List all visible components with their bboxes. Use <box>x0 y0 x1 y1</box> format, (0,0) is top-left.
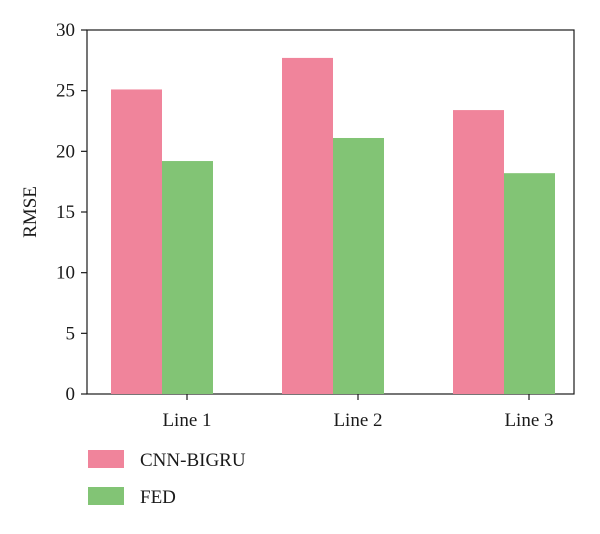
x-tick-label: Line 1 <box>162 410 211 431</box>
bar-fed-line-3 <box>504 173 555 394</box>
bar-fed-line-2 <box>333 137 384 394</box>
y-tick-label: 30 <box>56 20 75 41</box>
y-tick-label: 25 <box>56 81 75 102</box>
y-tick-label: 5 <box>66 323 76 344</box>
y-tick-label: 15 <box>56 202 75 223</box>
bar-cnn-bigru-line-1 <box>111 89 162 394</box>
legend-swatch <box>88 450 124 468</box>
legend-label: CNN-BIGRU <box>140 450 246 471</box>
x-tick-label: Line 2 <box>333 410 382 431</box>
legend-swatch <box>88 487 124 505</box>
bar-cnn-bigru-line-2 <box>282 57 333 394</box>
x-tick-label: Line 3 <box>504 410 553 431</box>
y-tick-label: 20 <box>56 141 75 162</box>
bar-cnn-bigru-line-3 <box>453 110 504 394</box>
legend: CNN-BIGRU FED <box>88 450 246 508</box>
x-axis-ticks: Line 1 Line 2 Line 3 <box>162 394 554 431</box>
y-tick-label: 0 <box>66 384 76 405</box>
y-axis-ticks: 0 5 10 15 20 25 30 <box>56 20 87 405</box>
legend-label: FED <box>140 487 176 508</box>
y-axis-label: RMSE <box>20 186 41 238</box>
y-tick-label: 10 <box>56 263 75 284</box>
bar-fed-line-1 <box>162 161 213 394</box>
bars <box>111 57 555 394</box>
